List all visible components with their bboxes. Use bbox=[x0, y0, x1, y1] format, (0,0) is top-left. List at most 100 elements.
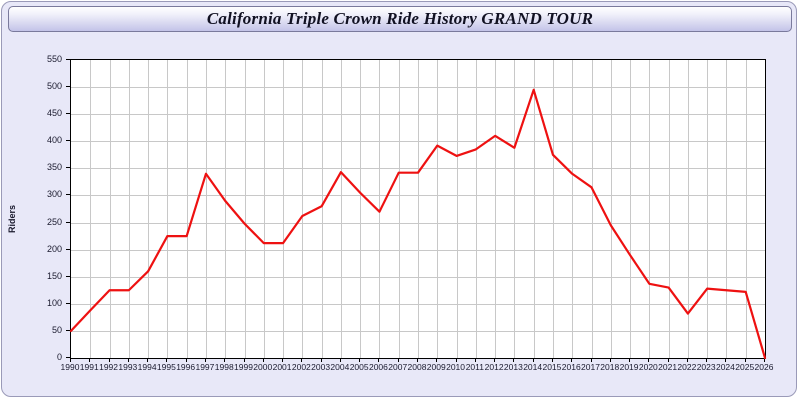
x-tick-mark bbox=[359, 358, 361, 362]
x-tick-mark bbox=[629, 358, 631, 362]
gridline-vertical bbox=[302, 60, 303, 358]
gridline-vertical bbox=[418, 60, 419, 358]
y-tick-mark bbox=[66, 275, 70, 277]
x-tick-mark bbox=[224, 358, 226, 362]
y-axis-label: Riders bbox=[7, 205, 17, 234]
x-tick-label: 1990 bbox=[60, 362, 80, 372]
gridline-vertical bbox=[611, 60, 612, 358]
plot-area: Riders 0 50 100 150 200 250 300 350 400 450 500 550… bbox=[2, 36, 796, 396]
gridline-vertical bbox=[341, 60, 342, 358]
x-tick-mark bbox=[147, 358, 149, 362]
gridline-vertical bbox=[457, 60, 458, 358]
y-tick-label: 100 bbox=[46, 297, 62, 308]
x-tick-label: 2003 bbox=[311, 362, 331, 372]
gridline-vertical bbox=[187, 60, 188, 358]
gridline-vertical bbox=[110, 60, 111, 358]
x-tick-mark bbox=[185, 358, 187, 362]
x-tick-mark bbox=[339, 358, 341, 362]
gridline-vertical bbox=[514, 60, 515, 358]
y-tick-mark bbox=[66, 357, 70, 358]
x-tick-label: 1994 bbox=[137, 362, 157, 372]
gridline-vertical bbox=[669, 60, 670, 358]
x-tick-label: 2004 bbox=[330, 362, 350, 372]
gridline-vertical bbox=[553, 60, 554, 358]
x-tick-label: 2014 bbox=[523, 362, 543, 372]
x-tick-mark bbox=[301, 358, 303, 362]
gridline-vertical bbox=[322, 60, 323, 358]
x-tick-mark bbox=[397, 358, 399, 362]
y-tick-mark bbox=[66, 59, 70, 60]
y-tick-label: 250 bbox=[46, 216, 62, 227]
x-tick-label: 2018 bbox=[600, 362, 620, 372]
x-tick-mark bbox=[494, 358, 496, 362]
x-tick-label: 1991 bbox=[79, 362, 99, 372]
x-tick-mark bbox=[571, 358, 573, 362]
x-tick-label: 2017 bbox=[581, 362, 600, 372]
y-tick-mark bbox=[66, 329, 70, 331]
x-tick-label: 1995 bbox=[156, 362, 176, 372]
x-tick-mark bbox=[455, 358, 457, 362]
x-tick-mark bbox=[744, 358, 746, 362]
x-tick-mark bbox=[204, 358, 206, 362]
x-tick-mark bbox=[262, 358, 264, 362]
x-tick-mark bbox=[648, 358, 650, 362]
x-tick-mark bbox=[706, 358, 708, 362]
x-tick-mark bbox=[513, 358, 515, 362]
gridline-vertical bbox=[129, 60, 130, 358]
y-tick-label: 350 bbox=[46, 162, 62, 173]
gridline-vertical bbox=[592, 60, 593, 358]
x-tick-mark bbox=[127, 358, 129, 362]
x-tick-label: 2025 bbox=[735, 362, 755, 372]
gridline-vertical bbox=[90, 60, 91, 358]
x-tick-mark bbox=[590, 358, 592, 362]
gridline-vertical bbox=[225, 60, 226, 358]
x-tick-mark bbox=[764, 358, 765, 362]
x-tick-mark bbox=[243, 358, 245, 362]
x-tick-mark bbox=[474, 358, 476, 362]
y-tick-label: 400 bbox=[46, 135, 62, 146]
x-tick-mark bbox=[320, 358, 322, 362]
x-tick-label: 2007 bbox=[388, 362, 408, 372]
x-tick-label: 2026 bbox=[754, 362, 774, 372]
gridline-vertical bbox=[360, 60, 361, 358]
x-tick-label: 2001 bbox=[272, 362, 292, 372]
plot-canvas bbox=[69, 59, 767, 360]
y-tick-label: 150 bbox=[46, 270, 62, 281]
gridline-vertical bbox=[495, 60, 496, 358]
x-tick-label: 1993 bbox=[118, 362, 138, 372]
y-tick-mark bbox=[66, 221, 70, 223]
gridline-vertical bbox=[630, 60, 631, 358]
x-tick-label: 2011 bbox=[465, 362, 484, 372]
x-tick-mark bbox=[436, 358, 438, 362]
y-tick-mark bbox=[66, 302, 70, 304]
y-tick-label: 200 bbox=[46, 243, 62, 254]
gridline-vertical bbox=[688, 60, 689, 358]
x-tick-label: 2019 bbox=[619, 362, 639, 372]
gridline-vertical bbox=[437, 60, 438, 358]
x-tick-label: 1999 bbox=[234, 362, 253, 372]
x-tick-mark bbox=[551, 358, 553, 362]
gridline-vertical bbox=[726, 60, 727, 358]
x-tick-mark bbox=[166, 358, 168, 362]
y-tick-mark bbox=[66, 140, 70, 142]
gridline-vertical bbox=[245, 60, 246, 358]
x-tick-mark bbox=[89, 358, 91, 362]
x-tick-mark bbox=[70, 358, 71, 362]
x-tick-label: 2000 bbox=[253, 362, 273, 372]
y-tick-mark bbox=[66, 113, 70, 115]
x-tick-mark bbox=[725, 358, 727, 362]
y-tick-mark bbox=[66, 86, 70, 88]
x-tick-label: 2010 bbox=[446, 362, 466, 372]
gridline-vertical bbox=[148, 60, 149, 358]
x-tick-mark bbox=[667, 358, 669, 362]
x-tick-label: 2008 bbox=[407, 362, 427, 372]
y-tick-label: 550 bbox=[46, 54, 62, 64]
y-tick-mark bbox=[66, 194, 70, 196]
y-tick-mark bbox=[66, 167, 70, 169]
gridline-vertical bbox=[206, 60, 207, 358]
x-tick-label: 2020 bbox=[638, 362, 658, 372]
x-tick-mark bbox=[417, 358, 418, 362]
page-title: California Triple Crown Ride History GRA… bbox=[206, 9, 594, 28]
x-tick-mark bbox=[532, 358, 534, 362]
